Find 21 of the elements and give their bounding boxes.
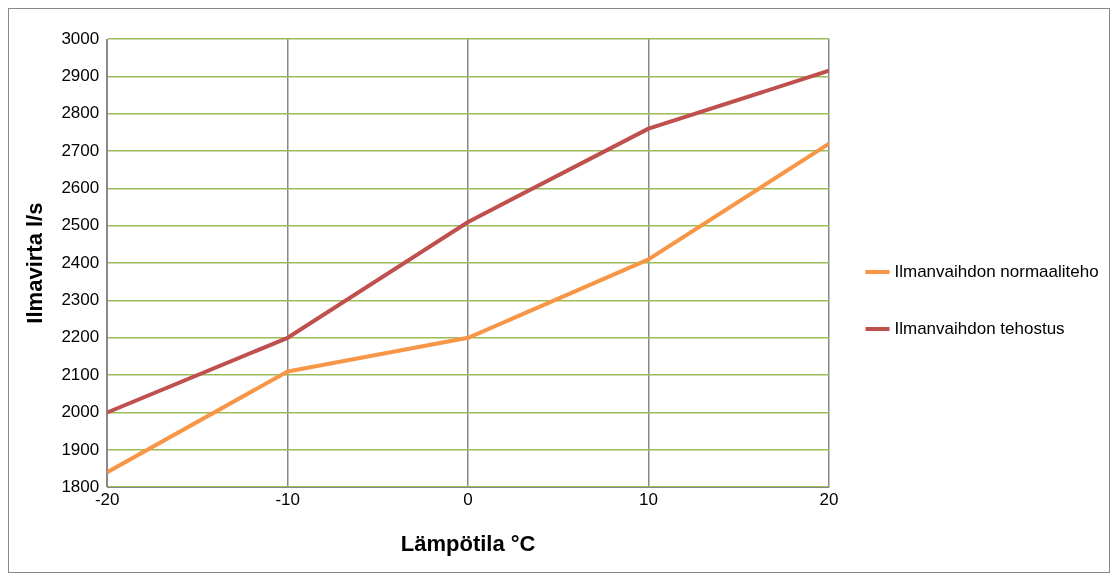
x-tick-label: 0 [463,490,473,510]
y-tick-label: 2300 [61,290,100,310]
y-tick-label: 2700 [61,140,100,160]
y-tick-label: 2600 [61,178,100,198]
y-tick-label: 2400 [61,252,100,272]
y-tick-label: 3000 [61,28,100,48]
y-tick-label: 1900 [61,439,100,459]
y-tick-label: 2200 [61,327,100,347]
y-tick-label: 2000 [61,402,100,422]
x-tick-label: -10 [275,490,300,510]
x-tick-label: 10 [639,490,659,510]
x-tick-label: 20 [819,490,839,510]
y-tick-label: 1800 [61,476,100,496]
y-tick-label: 2900 [61,66,100,86]
legend-label: Ilmanvaihdon normaaliteho [894,261,1099,281]
y-tick-label: 2100 [61,364,100,384]
legend-label: Ilmanvaihdon tehostus [894,318,1065,338]
y-axis-title: Ilmavirta l/s [22,202,48,324]
x-axis-title: Lämpötila °C [400,530,536,556]
y-tick-label: 2500 [61,215,100,235]
y-tick-label: 2800 [61,103,100,123]
